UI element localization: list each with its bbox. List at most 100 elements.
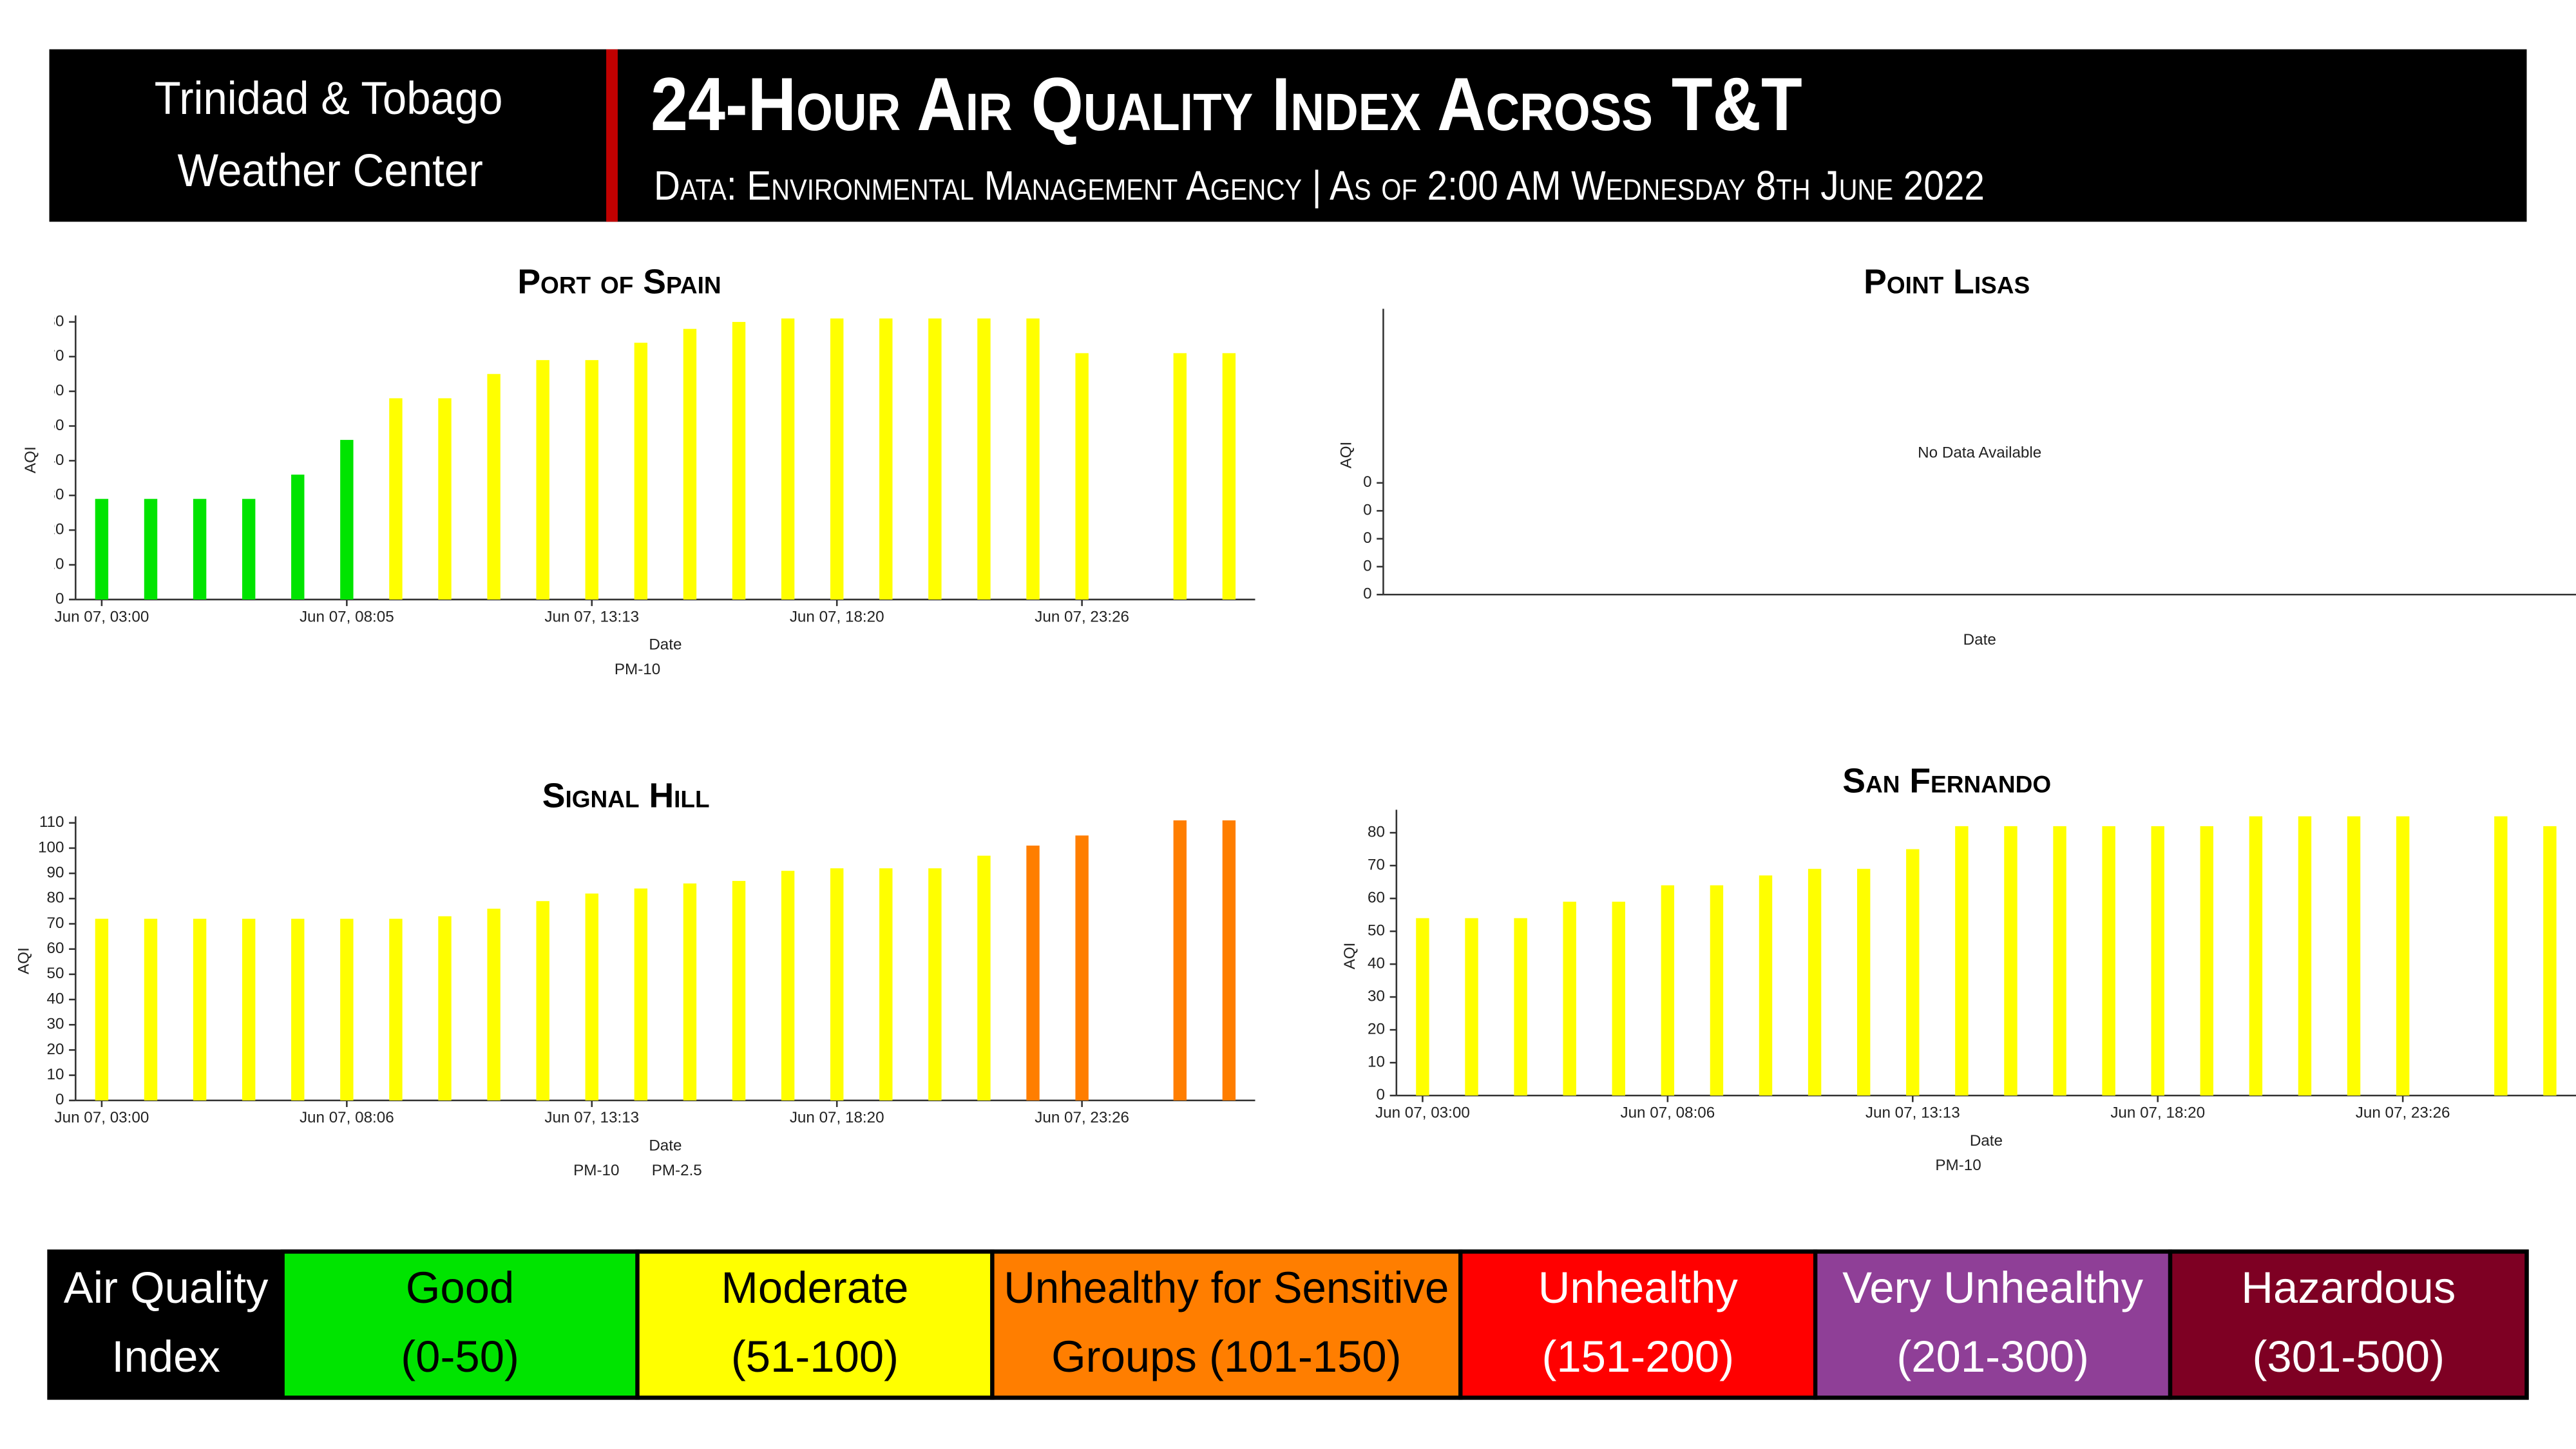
x-axis-title: Date (649, 1137, 682, 1155)
scale-level-name: Hazardous (2241, 1263, 2456, 1312)
chart-title: San Fernando (1842, 762, 2051, 800)
bar (683, 883, 697, 1101)
y-tick-label: 50 (47, 417, 64, 434)
y-tick-label: 40 (1368, 954, 1385, 972)
scale-cell (2168, 1249, 2529, 1400)
y-tick-label: 20 (47, 1041, 64, 1058)
bar (879, 318, 893, 600)
y-tick-label: 0 (55, 590, 64, 607)
y-tick-label: 0 (55, 1091, 64, 1108)
bar (144, 918, 158, 1101)
bar (977, 318, 991, 600)
bar (291, 918, 305, 1101)
y-tick-label: 0 (1363, 557, 1371, 574)
x-axis-title: Date (649, 636, 682, 654)
bar (1661, 885, 1675, 1096)
y-tick-label: 70 (47, 914, 64, 932)
chart-title: Port of Spain (517, 263, 721, 301)
bar (683, 328, 697, 600)
bar (1906, 849, 1920, 1096)
brand-line: Weather Center (177, 145, 482, 196)
bar (1222, 353, 1236, 600)
bar (928, 318, 942, 600)
x-tick-label: Jun 07, 18:20 (790, 1109, 884, 1126)
y-tick-label: 0 (1363, 529, 1371, 547)
y-tick-label: 60 (47, 382, 64, 399)
scale-border (47, 1249, 2529, 1400)
x-tick-label: Jun 07, 08:06 (300, 1109, 394, 1126)
x-tick-label: Jun 07, 13:13 (544, 608, 639, 625)
y-tick-label: 0 (1363, 502, 1371, 519)
aqi-scale: Air Quality Index Good (0-50) Moderate (51-10… (47, 1249, 2529, 1400)
y-tick-label: 20 (47, 521, 64, 538)
bar (634, 888, 648, 1101)
x-tick-label: Jun 07, 18:20 (2110, 1104, 2205, 1122)
bar (2151, 826, 2164, 1096)
bar (242, 498, 256, 600)
bar (1465, 918, 1478, 1096)
y-tick-label: 70 (47, 347, 64, 365)
bar (2004, 826, 2018, 1096)
bar (977, 855, 991, 1101)
bar (2347, 816, 2361, 1096)
legend-item: PM-2.5 (652, 1162, 702, 1179)
bar (2543, 826, 2557, 1096)
y-tick-label: 50 (1368, 922, 1385, 939)
y-axis-title: AQI (15, 947, 33, 974)
y-axis-title: AQI (1338, 442, 1355, 469)
y-axis-title: AQI (22, 446, 39, 473)
y-tick-label: 110 (39, 813, 64, 831)
x-axis-title: Date (1970, 1132, 2003, 1150)
bar (1514, 918, 1527, 1096)
bar (193, 498, 207, 600)
brand-line: Trinidad & Tobago (155, 73, 503, 124)
bar (487, 908, 501, 1101)
bar (1856, 869, 1871, 1096)
y-tick-label: 40 (47, 451, 64, 469)
chart-title: Point Lisas (1864, 263, 2030, 301)
y-ticks: 0 0 0 0 0 (1363, 473, 1384, 603)
charts: Port of Spain AQI Date PM-10 0 10 20 30 40 50 60 70… (15, 263, 2576, 1179)
bar (438, 916, 452, 1101)
x-tick-label: Jun 07, 03:00 (1375, 1104, 1470, 1122)
bar (928, 868, 942, 1101)
bar (536, 901, 549, 1101)
x-tick-label: Jun 07, 13:13 (544, 1109, 639, 1126)
y-tick-label: 50 (47, 965, 64, 982)
y-ticks: 0 10 20 30 40 50 60 70 80 (1368, 823, 1397, 1104)
bar (830, 868, 844, 1101)
legend-item: PM-10 (615, 661, 660, 678)
y-tick-label: 30 (47, 1016, 64, 1033)
bar (1808, 869, 1822, 1096)
y-tick-label: 40 (47, 990, 64, 1007)
y-tick-label: 10 (47, 1066, 64, 1083)
bar (1612, 902, 1625, 1096)
chart: San Fernando AQI Date PM-10 0 10 20 30 40 50 60 70 8… (1341, 762, 2576, 1174)
y-tick-label: 80 (47, 312, 64, 330)
bar (1075, 353, 1089, 600)
bar (242, 918, 256, 1101)
bar (2298, 816, 2312, 1096)
x-tick-label: Jun 07, 08:05 (300, 608, 394, 625)
chart: Port of Spain AQI Date PM-10 0 10 20 30 40 50 60 70… (22, 263, 1255, 678)
bar (1173, 353, 1187, 600)
y-tick-label: 30 (1368, 987, 1385, 1005)
bar (389, 398, 403, 600)
bar (144, 498, 158, 600)
scale-cell (1813, 1249, 2173, 1400)
bar (291, 474, 305, 600)
x-axis-title: Date (1963, 631, 1996, 649)
annotation: No Data Available (1918, 444, 2041, 461)
legend-item: PM-10 (573, 1162, 619, 1179)
x-tick-label: Jun 07, 08:06 (1620, 1104, 1715, 1122)
bar (585, 893, 598, 1101)
x-tick-label: Jun 07, 23:26 (1035, 1109, 1129, 1126)
bar (781, 318, 795, 600)
x-tick-label: Jun 07, 18:20 (790, 608, 884, 625)
y-tick-label: 20 (1368, 1021, 1385, 1038)
bar (732, 880, 746, 1101)
bar (2102, 826, 2115, 1096)
scale-level-range: (0-50) (401, 1332, 519, 1381)
x-tick-label: Jun 07, 23:26 (2356, 1104, 2450, 1122)
